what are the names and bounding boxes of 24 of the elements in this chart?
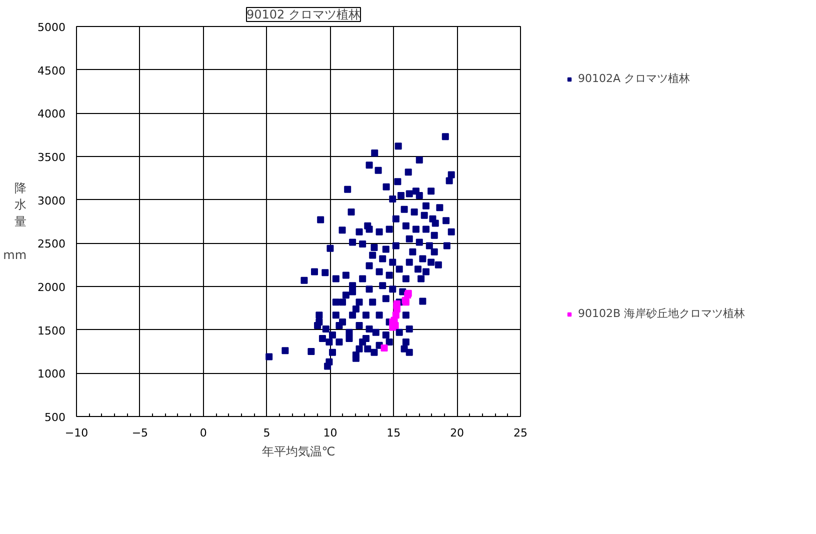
y-tick-label: 2500 xyxy=(38,238,66,251)
legend-label: 90102B 海岸砂丘地クロマツ植林 xyxy=(578,306,746,321)
x-tick-label: −5 xyxy=(132,426,148,440)
x-axis-title: 年平均気温℃ xyxy=(262,444,336,458)
y-tick-label: 4000 xyxy=(38,108,66,121)
point xyxy=(380,344,388,352)
x-tick-label: 5 xyxy=(263,426,270,440)
legend-label: 90102A クロマツ植林 xyxy=(578,71,690,86)
y-tick-label: 1500 xyxy=(38,324,66,338)
x-tick-label: 15 xyxy=(386,426,401,440)
x-tick-label: 0 xyxy=(200,426,207,440)
x-tick-label: 10 xyxy=(323,426,338,440)
y-tick-label: 500 xyxy=(44,411,66,424)
x-tick-label: 20 xyxy=(450,426,464,440)
y-tick-label: 4500 xyxy=(38,64,66,78)
y-tick-label: 3500 xyxy=(38,151,66,164)
x-tick-label: 25 xyxy=(514,426,528,440)
chart-title: 90102 クロマツ植林 xyxy=(246,8,360,22)
y-tick-label: 3000 xyxy=(38,194,66,208)
y-tick-label: 1000 xyxy=(38,368,66,381)
x-tick-label: −10 xyxy=(64,426,88,440)
y-tick-label: 5000 xyxy=(38,21,66,34)
text: 降水量 mm xyxy=(3,180,27,262)
y-tick-label: 2000 xyxy=(38,281,66,294)
